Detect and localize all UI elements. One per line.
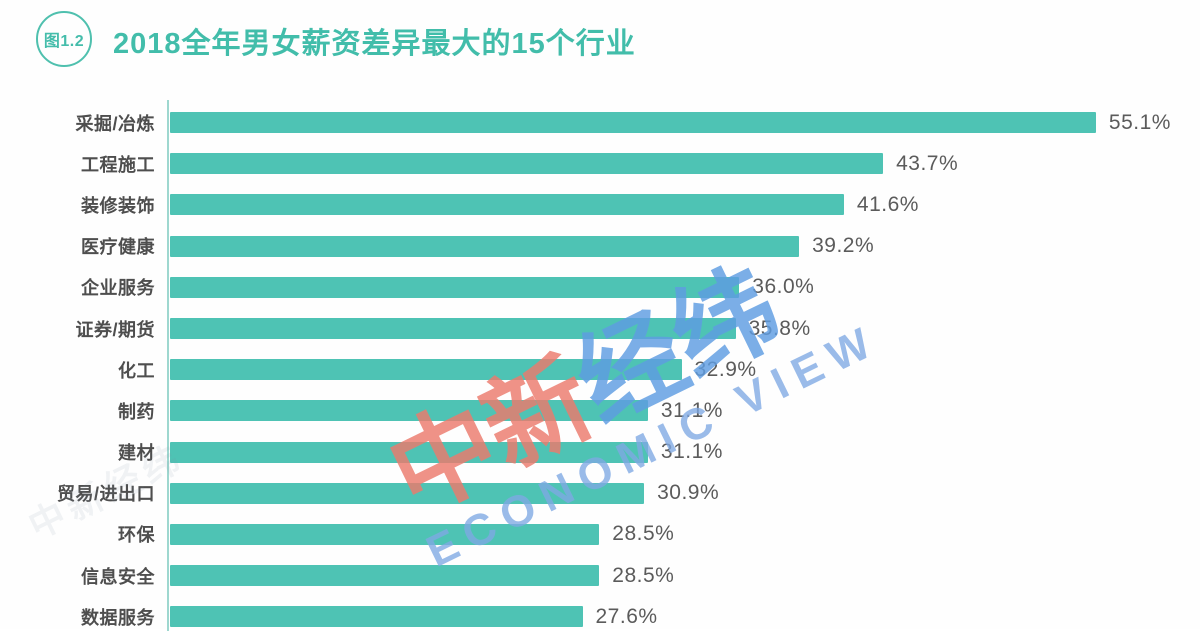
bar-area: 39.2% (170, 226, 1200, 267)
bar-area: 35.8% (170, 308, 1200, 349)
category-label: 医疗健康 (81, 237, 155, 258)
category-label: 信息安全 (81, 566, 155, 587)
value-label: 41.6% (856, 192, 919, 216)
chart-row: 证券/期货 35.8% (0, 308, 1200, 349)
bar-area: 31.1% (170, 432, 1200, 473)
figure-number-text: 图1.2 (43, 33, 85, 50)
bar (170, 606, 583, 628)
bar (170, 318, 736, 340)
value-label: 43.7% (896, 151, 959, 175)
chart-row: 建材 31.1% (0, 432, 1200, 473)
bar (170, 565, 600, 587)
chart-row: 数据服务 27.6% (0, 596, 1200, 637)
chart-row: 环保 28.5% (0, 514, 1200, 555)
chart-rows: 采掘/冶炼 55.1% 工程施工 43.7% 装修装饰 41.6% 医疗健康 39.2% 企业服… (0, 102, 1200, 637)
bar (170, 194, 844, 216)
category-label: 化工 (118, 360, 155, 381)
bar (170, 441, 648, 463)
bar-area: 32.9% (170, 349, 1200, 390)
y-axis-line (167, 100, 169, 631)
bar (170, 235, 800, 257)
value-label: 31.1% (660, 440, 723, 464)
bar-area: 36.0% (170, 267, 1200, 308)
chart-row: 企业服务 36.0% (0, 267, 1200, 308)
chart-row: 制药 31.1% (0, 390, 1200, 431)
bar (170, 523, 600, 545)
value-label: 35.8% (748, 316, 811, 340)
bar-area: 31.1% (170, 390, 1200, 431)
bar (170, 359, 682, 381)
bar (170, 112, 1096, 134)
bar (170, 153, 884, 175)
category-label: 采掘/冶炼 (75, 113, 155, 134)
value-label: 32.9% (694, 357, 757, 381)
bar-area: 43.7% (170, 143, 1200, 184)
chart-row: 工程施工 43.7% (0, 143, 1200, 184)
value-label: 39.2% (812, 234, 875, 258)
bar-area: 55.1% (170, 102, 1200, 143)
category-label: 装修装饰 (81, 195, 155, 216)
bar-area: 28.5% (170, 555, 1200, 596)
value-label: 28.5% (612, 563, 675, 587)
chart-row: 化工 32.9% (0, 349, 1200, 390)
category-label: 制药 (118, 401, 155, 422)
value-label: 30.9% (657, 481, 720, 505)
category-label: 企业服务 (81, 278, 155, 299)
figure-number-badge: 图1.2 (36, 11, 92, 67)
chart-row: 贸易/进出口 30.9% (0, 473, 1200, 514)
category-label: 证券/期货 (75, 319, 155, 340)
category-label: 数据服务 (81, 607, 155, 628)
bar (170, 400, 648, 422)
value-label: 28.5% (612, 522, 675, 546)
value-label: 31.1% (660, 398, 723, 422)
bar-chart: 采掘/冶炼 55.1% 工程施工 43.7% 装修装饰 41.6% 医疗健康 39.2% 企业服… (0, 100, 1200, 631)
bar-area: 30.9% (170, 473, 1200, 514)
chart-row: 信息安全 28.5% (0, 555, 1200, 596)
category-label: 建材 (118, 443, 155, 464)
bar (170, 482, 645, 504)
page-title: 2018全年男女薪资差异最大的15个行业 (113, 28, 636, 60)
chart-row: 医疗健康 39.2% (0, 226, 1200, 267)
chart-row: 装修装饰 41.6% (0, 184, 1200, 225)
value-label: 36.0% (752, 275, 815, 299)
category-label: 工程施工 (81, 154, 155, 175)
category-label: 环保 (118, 525, 155, 546)
value-label: 27.6% (595, 604, 658, 628)
category-label: 贸易/进出口 (56, 484, 155, 505)
bar-area: 28.5% (170, 514, 1200, 555)
bar-area: 41.6% (170, 184, 1200, 225)
value-label: 55.1% (1108, 110, 1171, 134)
bar-area: 27.6% (170, 596, 1200, 637)
bar (170, 276, 740, 298)
chart-row: 采掘/冶炼 55.1% (0, 102, 1200, 143)
